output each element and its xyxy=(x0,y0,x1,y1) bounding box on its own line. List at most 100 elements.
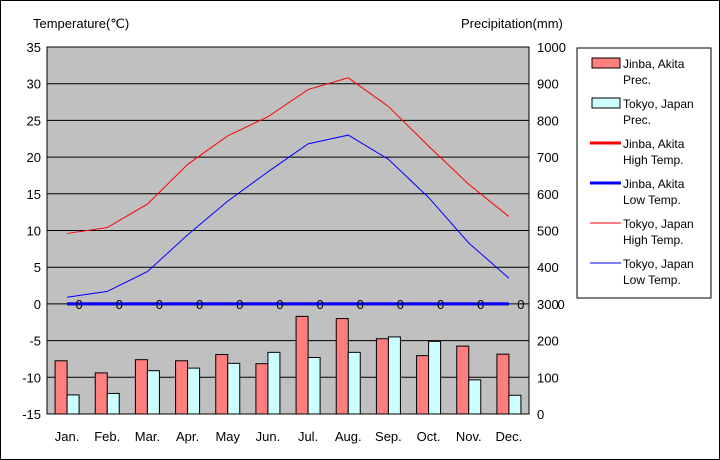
month-tick-label: Jul. xyxy=(298,429,318,444)
month-tick-label: Dec. xyxy=(496,429,523,444)
precipitation-bar xyxy=(106,392,120,415)
zero-value-label: 0 xyxy=(357,297,364,312)
precipitation-tick-label: 100 xyxy=(537,370,559,385)
precipitation-bar xyxy=(134,359,148,415)
precipitation-tick-label: 1000 xyxy=(537,40,566,55)
zero-value-label: 0 xyxy=(156,297,163,312)
legend: Jinba, Akita Prec. Tokyo, Japan Prec. Jinba,… xyxy=(576,47,712,299)
zero-value-labels: 0 0 0 0 0 0 0 0 0 0 0 0 0 xyxy=(75,297,564,312)
month-tick-label: Nov. xyxy=(456,429,482,444)
temperature-tick-label: 15 xyxy=(27,187,41,202)
precipitation-bar xyxy=(187,367,201,415)
precipitation-bar xyxy=(508,394,522,415)
temperature-tick-label: 35 xyxy=(27,40,41,55)
temperature-tick-label: 10 xyxy=(27,224,41,239)
precipitation-tick-label: 500 xyxy=(537,224,559,239)
month-tick-label: Jun. xyxy=(256,429,281,444)
precipitation-bar xyxy=(255,363,269,415)
precipitation-tick-label: 200 xyxy=(537,334,559,349)
zero-value-label: 0 xyxy=(557,297,564,312)
precipitation-tick-label: 900 xyxy=(537,77,559,92)
legend-box xyxy=(576,47,712,299)
month-tick-label: Feb. xyxy=(94,429,120,444)
temperature-axis-title: Temperature(℃) xyxy=(33,16,129,31)
temperature-tick-label: 20 xyxy=(27,150,41,165)
precipitation-bar xyxy=(347,351,361,415)
precipitation-bar xyxy=(227,362,241,415)
precipitation-bar xyxy=(66,394,80,415)
legend-bar-swatch xyxy=(591,57,621,69)
month-tick-label: Sep. xyxy=(375,429,402,444)
precipitation-tick-label: 300 xyxy=(537,297,559,312)
temperature-tick-label: 25 xyxy=(27,113,41,128)
precipitation-tick-label: 400 xyxy=(537,260,559,275)
legend-label: Prec. xyxy=(623,73,651,87)
precipitation-bar xyxy=(456,345,470,415)
legend-label: Jinba, Akita xyxy=(623,177,685,191)
month-tick-label: Aug. xyxy=(335,429,362,444)
precipitation-bar xyxy=(428,340,442,415)
month-tick-label: Apr. xyxy=(176,429,199,444)
temperature-line xyxy=(67,77,510,234)
legend-bar-swatch xyxy=(591,97,621,109)
precipitation-bars xyxy=(54,315,522,415)
zero-value-label: 0 xyxy=(236,297,243,312)
precipitation-bar xyxy=(146,370,160,415)
zero-value-label: 0 xyxy=(116,297,123,312)
legend-label: Tokyo, Japan xyxy=(623,97,694,111)
legend-label: Tokyo, Japan xyxy=(623,257,694,271)
precipitation-bar xyxy=(375,338,389,415)
zero-value-label: 0 xyxy=(196,297,203,312)
legend-label: High Temp. xyxy=(623,233,683,247)
month-axis: Jan. Feb. Mar. Apr. May Jun. Jul. Aug. Sep. Oct. N… xyxy=(55,429,522,444)
precipitation-tick-label: 800 xyxy=(537,113,559,128)
precipitation-bar xyxy=(295,315,309,415)
zero-value-label: 0 xyxy=(517,297,524,312)
precipitation-bar xyxy=(94,372,108,415)
precipitation-bar xyxy=(267,351,281,415)
zero-value-label: 0 xyxy=(437,297,444,312)
precipitation-axis-title: Precipitation(mm) xyxy=(461,16,563,31)
zero-value-label: 0 xyxy=(397,297,404,312)
temperature-tick-label: 5 xyxy=(34,260,41,275)
precipitation-tick-label: 0 xyxy=(537,407,544,422)
precipitation-bar xyxy=(416,355,430,415)
temperature-lines xyxy=(67,77,510,306)
legend-label: Low Temp. xyxy=(623,273,681,287)
precipitation-bar xyxy=(468,379,482,415)
precipitation-bar xyxy=(215,354,229,415)
zero-value-label: 0 xyxy=(477,297,484,312)
temperature-tick-label: -5 xyxy=(29,334,41,349)
legend-label: Jinba, Akita xyxy=(623,57,685,71)
precipitation-bar xyxy=(335,318,349,415)
precipitation-bar xyxy=(387,336,401,415)
temperature-tick-label: -15 xyxy=(22,407,41,422)
temperature-line xyxy=(67,134,510,298)
legend-label: Prec. xyxy=(623,113,651,127)
precipitation-bar xyxy=(175,360,189,415)
zero-value-label: 0 xyxy=(75,297,82,312)
month-tick-label: Mar. xyxy=(135,429,160,444)
month-tick-label: Oct. xyxy=(417,429,441,444)
legend-label: High Temp. xyxy=(623,153,683,167)
zero-value-label: 0 xyxy=(316,297,323,312)
legend-label: Low Temp. xyxy=(623,193,681,207)
precipitation-bar xyxy=(496,353,510,415)
legend-label: Jinba, Akita xyxy=(623,137,685,151)
zero-value-label: 0 xyxy=(276,297,283,312)
temperature-tick-label: -10 xyxy=(22,370,41,385)
temperature-axis: -15 -10 -5 0 5 10 15 20 25 30 35 xyxy=(22,40,41,422)
temperature-tick-label: 30 xyxy=(27,77,41,92)
month-tick-label: Jan. xyxy=(55,429,80,444)
precipitation-bar xyxy=(307,356,321,415)
grid-lines xyxy=(47,83,529,378)
temperature-tick-label: 0 xyxy=(34,297,41,312)
month-tick-label: May xyxy=(215,429,240,444)
precipitation-axis: 0 100 200 300 400 500 600 700 800 900 1000 xyxy=(537,40,566,422)
precipitation-tick-label: 700 xyxy=(537,150,559,165)
legend-items: Jinba, Akita Prec. Tokyo, Japan Prec. Jinba,… xyxy=(590,57,694,287)
legend-label: Tokyo, Japan xyxy=(623,217,694,231)
precipitation-bar xyxy=(54,360,68,415)
